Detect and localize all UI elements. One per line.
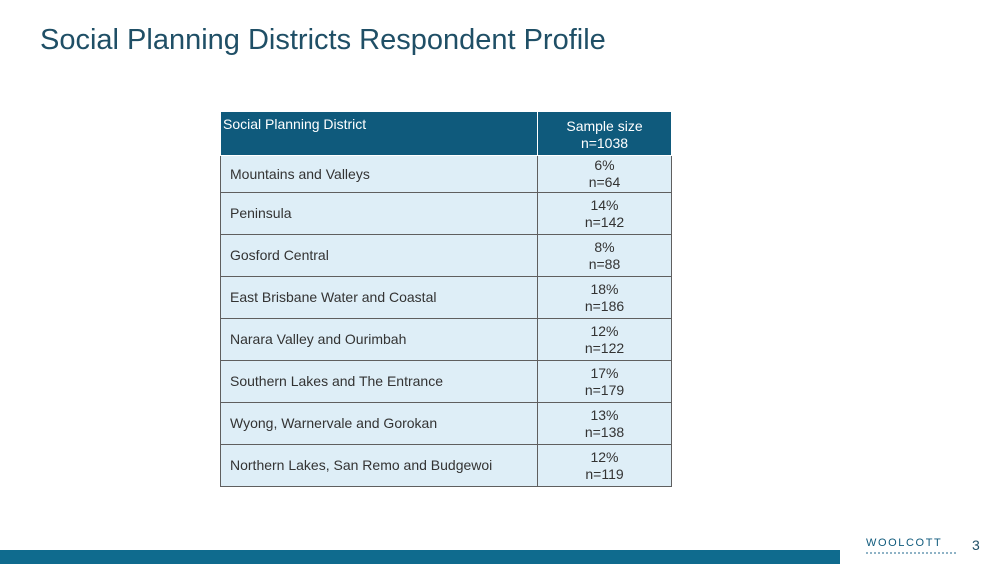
sample-percent: 12%: [590, 322, 619, 339]
sample-percent: 14%: [590, 196, 619, 213]
sample-percent: 13%: [590, 406, 619, 423]
sample-percent: 18%: [590, 280, 619, 297]
table-header-row: Social Planning District Sample size n=1…: [220, 112, 672, 156]
sample-count: n=186: [584, 297, 625, 314]
table-row: Peninsula 14% n=142: [220, 192, 672, 235]
sample-count: n=88: [588, 255, 621, 272]
sample-cell: 13% n=138: [537, 402, 672, 445]
page-number: 3: [972, 537, 980, 553]
district-name: Southern Lakes and The Entrance: [220, 360, 538, 403]
district-name: Wyong, Warnervale and Gorokan: [220, 402, 538, 445]
header-sample-size: Sample size n=1038: [537, 112, 672, 156]
sample-count: n=179: [584, 381, 625, 398]
sample-percent: 6%: [594, 157, 615, 173]
sample-cell: 12% n=122: [537, 318, 672, 361]
table-row: Gosford Central 8% n=88: [220, 234, 672, 277]
table-row: Northern Lakes, San Remo and Budgewoi 12…: [220, 444, 672, 487]
district-name: East Brisbane Water and Coastal: [220, 276, 538, 319]
table-row: Southern Lakes and The Entrance 17% n=17…: [220, 360, 672, 403]
sample-count: n=138: [584, 423, 625, 440]
logo-tagline-graphic: [866, 552, 956, 556]
sample-count: n=142: [584, 213, 625, 230]
sample-percent: 17%: [590, 364, 619, 381]
header-district: Social Planning District: [220, 112, 538, 156]
sample-cell: 14% n=142: [537, 192, 672, 235]
respondent-profile-table: Social Planning District Sample size n=1…: [220, 112, 672, 487]
sample-percent: 8%: [594, 238, 615, 255]
district-name: Northern Lakes, San Remo and Budgewoi: [220, 444, 538, 487]
header-sample-label: Sample size: [566, 117, 643, 134]
district-name: Mountains and Valleys: [220, 155, 538, 193]
sample-count: n=122: [584, 339, 625, 356]
table-row: Narara Valley and Ourimbah 12% n=122: [220, 318, 672, 361]
sample-cell: 6% n=64: [537, 155, 672, 193]
logo-wordmark: WOOLCOTT: [866, 537, 943, 549]
district-name: Narara Valley and Ourimbah: [220, 318, 538, 361]
sample-cell: 8% n=88: [537, 234, 672, 277]
sample-cell: 12% n=119: [537, 444, 672, 487]
district-name: Peninsula: [220, 192, 538, 235]
footer-accent-bar: [0, 550, 840, 564]
woolcott-logo: WOOLCOTT: [866, 537, 956, 556]
sample-percent: 12%: [590, 448, 619, 465]
sample-cell: 18% n=186: [537, 276, 672, 319]
district-name: Gosford Central: [220, 234, 538, 277]
table-row: Mountains and Valleys 6% n=64: [220, 155, 672, 193]
page-title: Social Planning Districts Respondent Pro…: [40, 24, 606, 56]
sample-count: n=119: [585, 465, 624, 482]
table-row: Wyong, Warnervale and Gorokan 13% n=138: [220, 402, 672, 445]
header-sample-total: n=1038: [580, 134, 629, 151]
sample-count: n=64: [588, 174, 621, 190]
table-row: East Brisbane Water and Coastal 18% n=18…: [220, 276, 672, 319]
sample-cell: 17% n=179: [537, 360, 672, 403]
